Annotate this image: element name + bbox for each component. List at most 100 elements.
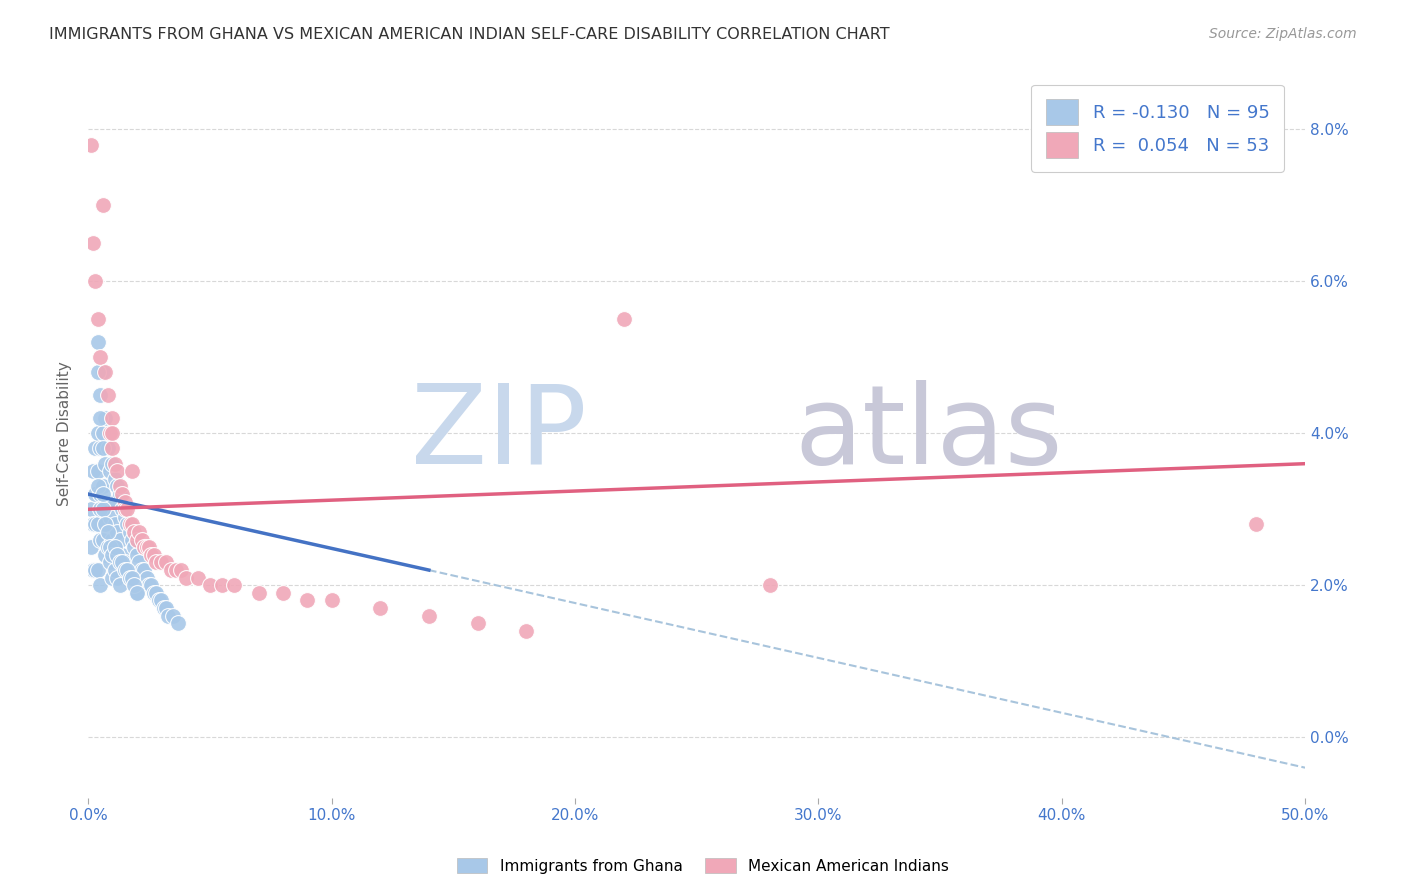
Point	[169, 563, 191, 577]
Point	[295, 593, 318, 607]
Point	[101, 426, 124, 441]
Point	[98, 541, 121, 555]
Point	[121, 571, 143, 585]
Point	[114, 556, 136, 570]
Point	[87, 479, 110, 493]
Point	[247, 586, 270, 600]
Point	[141, 578, 163, 592]
Point	[115, 563, 138, 577]
Point	[125, 586, 148, 600]
Point	[114, 502, 136, 516]
Point	[108, 556, 131, 570]
Point	[87, 464, 110, 478]
Point	[165, 563, 187, 577]
Point	[82, 464, 104, 478]
Point	[91, 487, 114, 501]
Point	[155, 601, 177, 615]
Point	[125, 586, 148, 600]
Point	[98, 509, 121, 524]
Point	[87, 563, 110, 577]
Point	[91, 533, 114, 547]
Point	[101, 548, 124, 562]
Point	[82, 517, 104, 532]
Point	[105, 525, 128, 540]
Point	[121, 571, 143, 585]
Point	[167, 616, 190, 631]
Point	[515, 624, 537, 638]
Point	[97, 541, 120, 555]
Point	[98, 464, 121, 478]
Point	[118, 517, 141, 532]
Legend: Immigrants from Ghana, Mexican American Indians: Immigrants from Ghana, Mexican American …	[451, 852, 955, 880]
Point	[108, 487, 131, 501]
Point	[105, 548, 128, 562]
Point	[87, 335, 110, 350]
Point	[101, 457, 124, 471]
Point	[155, 556, 177, 570]
Point	[97, 525, 120, 540]
Point	[84, 274, 107, 288]
Point	[79, 502, 101, 516]
Point	[101, 442, 124, 456]
Point	[111, 556, 134, 570]
Text: atlas: atlas	[794, 380, 1063, 487]
Point	[84, 442, 107, 456]
Point	[467, 616, 489, 631]
Point	[87, 426, 110, 441]
Point	[94, 366, 117, 380]
Point	[101, 533, 124, 547]
Point	[91, 198, 114, 212]
Point	[224, 578, 246, 592]
Point	[89, 487, 111, 501]
Point	[114, 509, 136, 524]
Point	[98, 556, 121, 570]
Point	[82, 563, 104, 577]
Point	[89, 533, 111, 547]
Point	[94, 548, 117, 562]
Point	[91, 502, 114, 516]
Point	[104, 563, 127, 577]
Point	[114, 563, 136, 577]
Point	[121, 464, 143, 478]
Point	[368, 601, 391, 615]
Point	[111, 502, 134, 516]
Point	[87, 366, 110, 380]
Point	[111, 487, 134, 501]
Point	[104, 472, 127, 486]
Point	[94, 457, 117, 471]
Point	[125, 533, 148, 547]
Point	[145, 586, 167, 600]
Point	[115, 563, 138, 577]
Text: Source: ZipAtlas.com: Source: ZipAtlas.com	[1209, 27, 1357, 41]
Point	[91, 442, 114, 456]
Point	[101, 571, 124, 585]
Point	[157, 608, 180, 623]
Point	[91, 426, 114, 441]
Point	[104, 541, 127, 555]
Point	[115, 502, 138, 516]
Point	[150, 593, 173, 607]
Point	[97, 494, 120, 508]
Point	[91, 479, 114, 493]
Point	[104, 517, 127, 532]
Point	[187, 571, 209, 585]
Point	[321, 593, 343, 607]
Text: IMMIGRANTS FROM GHANA VS MEXICAN AMERICAN INDIAN SELF-CARE DISABILITY CORRELATIO: IMMIGRANTS FROM GHANA VS MEXICAN AMERICA…	[49, 27, 890, 42]
Point	[174, 571, 197, 585]
Point	[97, 442, 120, 456]
Point	[418, 608, 440, 623]
Point	[138, 578, 160, 592]
Point	[105, 479, 128, 493]
Point	[87, 312, 110, 326]
Point	[108, 479, 131, 493]
Point	[94, 517, 117, 532]
Point	[145, 556, 167, 570]
Point	[89, 578, 111, 592]
Point	[97, 388, 120, 402]
Point	[89, 411, 111, 425]
Point	[138, 541, 160, 555]
Point	[101, 494, 124, 508]
Point	[128, 556, 150, 570]
Point	[152, 601, 174, 615]
Point	[142, 548, 165, 562]
